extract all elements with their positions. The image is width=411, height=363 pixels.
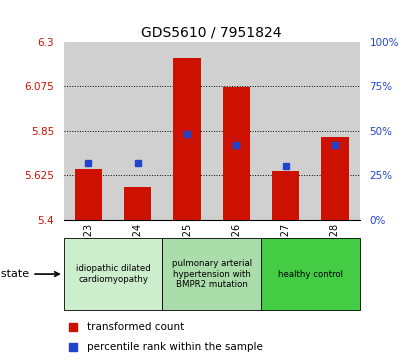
Bar (64, 42, 113, 220)
Text: idiopathic dilated
cardiomyopathy: idiopathic dilated cardiomyopathy (76, 264, 150, 284)
Title: GDS5610 / 7951824: GDS5610 / 7951824 (141, 25, 282, 39)
Text: percentile rank within the sample: percentile rank within the sample (88, 342, 263, 352)
Bar (162, 42, 212, 220)
Bar (64, 238, 162, 310)
Bar (223, 87, 250, 220)
Bar (75, 169, 102, 220)
Bar (113, 42, 162, 220)
Text: healthy control: healthy control (278, 270, 343, 278)
Bar (272, 171, 299, 220)
Bar (261, 42, 310, 220)
Bar (310, 42, 360, 220)
Bar (261, 238, 360, 310)
Text: transformed count: transformed count (88, 322, 185, 332)
Bar (212, 42, 261, 220)
Bar (173, 58, 201, 220)
Text: pulmonary arterial
hypertension with
BMPR2 mutation: pulmonary arterial hypertension with BMP… (172, 259, 252, 289)
Bar (321, 136, 349, 220)
Text: disease state: disease state (0, 269, 59, 279)
Bar (124, 187, 151, 220)
Bar (162, 238, 261, 310)
